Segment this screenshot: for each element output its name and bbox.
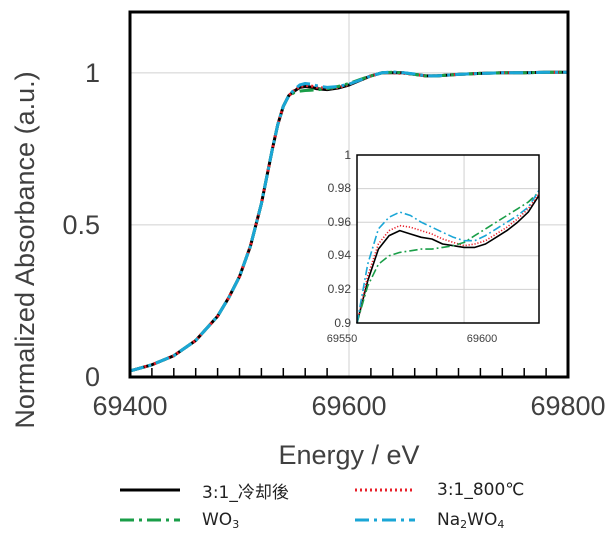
legend-swatch — [120, 488, 180, 492]
legend-label: 3:1_800℃ — [437, 480, 525, 500]
legend-item: WO3 — [120, 508, 239, 532]
y-tick-label: 0.5 — [62, 210, 100, 240]
inset-series-line — [356, 189, 540, 324]
legend-swatch — [355, 488, 415, 492]
y-tick-label: 1 — [85, 58, 100, 88]
legend-label-part: WO — [467, 509, 498, 530]
inset-x-tick-labels: 69550 69600 — [327, 333, 498, 345]
legend-item: Na2WO4 — [355, 508, 504, 532]
inset-frame — [356, 154, 540, 324]
inset-y-tick-label: 0.92 — [328, 282, 352, 296]
main-ticks — [151, 368, 547, 377]
inset-y-tick-label: 0.94 — [328, 248, 352, 262]
main-plot-frame — [128, 10, 570, 379]
x-tick-label: 69600 — [311, 391, 386, 421]
inset-y-tick-labels: 0.9 0.92 0.94 0.96 0.98 1 — [328, 148, 352, 330]
inset-y-tick-label: 0.9 — [334, 316, 351, 330]
y-axis-label: Normalized Absorbance (a.u.) — [10, 71, 40, 428]
main-x-tick-labels: 69400 69600 69800 — [92, 391, 605, 421]
legend: 3:1_冷却後 3:1_800℃ WO3 Na2WO4 — [0, 476, 616, 535]
x-tick-label: 69800 — [530, 391, 605, 421]
legend-item: 3:1_800℃ — [355, 478, 524, 502]
legend-label-subscript: 4 — [497, 517, 505, 531]
x-tick-label: 69400 — [92, 391, 167, 421]
legend-label-part: WO — [202, 509, 233, 530]
inset-y-tick-label: 0.96 — [328, 215, 352, 229]
inset-x-tick-label: 69600 — [467, 333, 498, 345]
x-axis-label: Energy / eV — [278, 440, 419, 470]
main-series-line — [129, 70, 568, 373]
legend-swatch — [120, 518, 180, 522]
legend-label-subscript: 2 — [460, 517, 468, 531]
main-series — [129, 70, 568, 373]
legend-label: WO3 — [202, 510, 239, 531]
legend-label-part: Na — [437, 509, 461, 530]
xanes-chart: 69400 69600 69800 0 0.5 1 Energy / eV No… — [10, 10, 606, 470]
inset-x-tick-label: 69550 — [327, 333, 358, 345]
inset-series-line — [356, 193, 540, 324]
inset-series-line — [356, 191, 540, 324]
legend-item: 3:1_冷却後 — [120, 478, 289, 503]
main-series-line — [129, 70, 568, 373]
inset-series-line — [356, 194, 540, 324]
legend-swatch — [355, 518, 415, 522]
legend-label-subscript: 3 — [232, 517, 240, 531]
inset-background — [357, 155, 539, 323]
inset-y-tick-label: 0.98 — [328, 181, 352, 195]
main-y-tick-labels: 0 0.5 1 — [62, 58, 100, 392]
legend-label: 3:1_冷却後 — [202, 482, 289, 503]
inset-grid — [357, 155, 539, 323]
y-tick-label: 0 — [85, 362, 100, 392]
legend-label: Na2WO4 — [437, 510, 504, 531]
inset-y-tick-label: 1 — [344, 148, 351, 162]
inset-series — [356, 189, 540, 324]
